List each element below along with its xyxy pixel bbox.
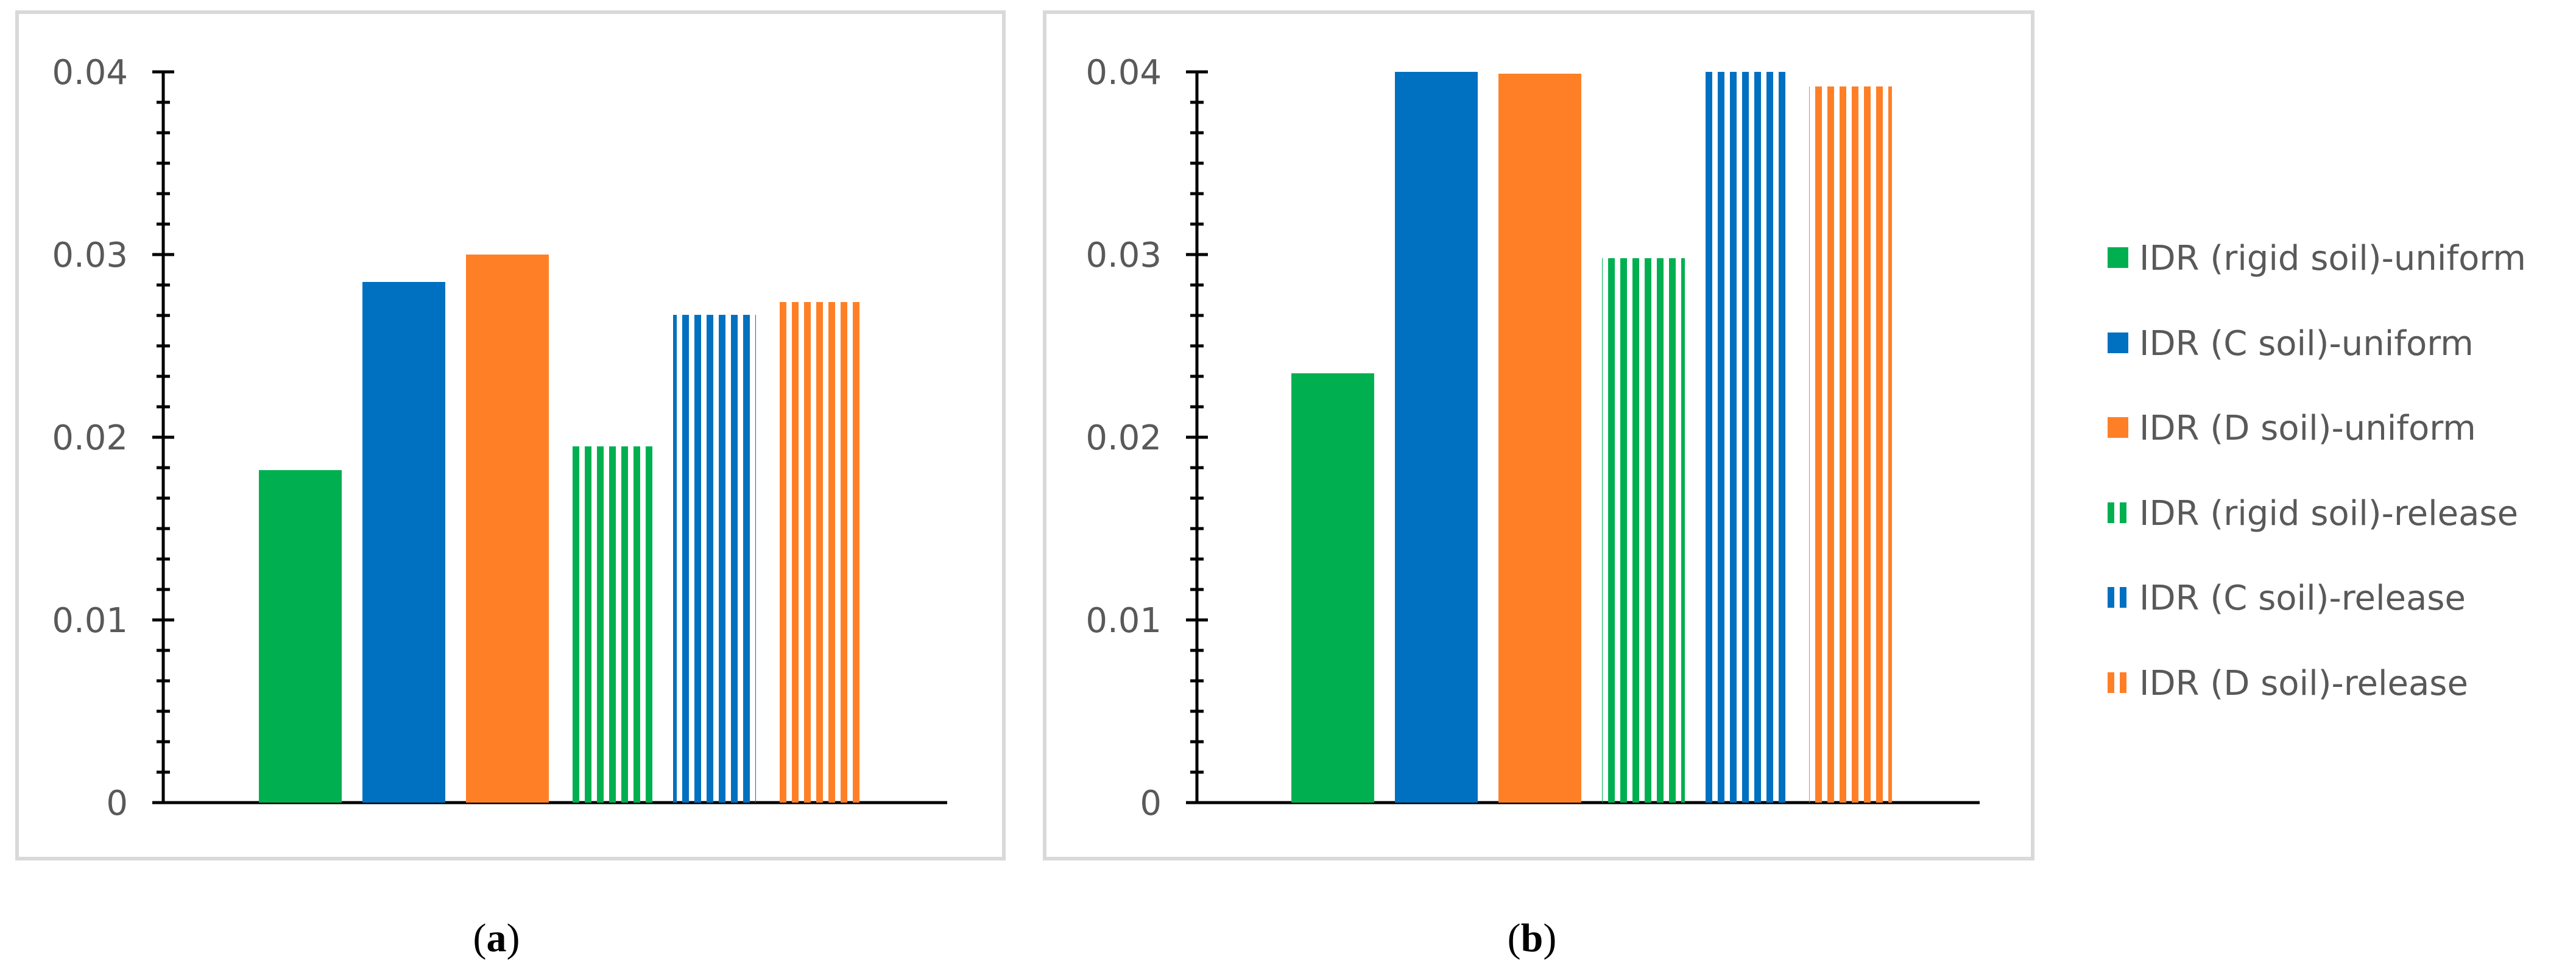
chart-a-caption: (a) [473,916,520,960]
chart-b-bar-c-uniform [1395,72,1478,803]
legend-label-c-release: IDR (C soil)-release [2139,579,2466,618]
chart-b-bar-d-uniform [1498,74,1581,803]
chart-a-bar-rigid-uniform [259,470,342,803]
legend-label-rigid-uniform: IDR (rigid soil)-uniform [2139,239,2526,278]
chart-b-bar-rigid-uniform [1291,373,1374,803]
legend-label-rigid-release: IDR (rigid soil)-release [2139,494,2518,533]
chart-a-y-tick-label: 0.01 [52,601,128,641]
legend-label-d-uniform: IDR (D soil)-uniform [2139,409,2476,448]
legend-item: IDR (D soil)-uniform [2108,409,2476,448]
chart-panel-a: 0 0.01 0.02 0.03 0.04 (a) [15,10,1006,960]
chart-b-y-tick-label: 0 [1140,784,1162,823]
chart-a-y-tick-label: 0 [106,784,128,823]
legend-item: IDR (C soil)-uniform [2108,324,2474,364]
chart-a-bar-rigid-release [570,446,652,803]
chart-b-y-tick-label: 0.03 [1085,236,1162,275]
legend-label-d-release: IDR (D soil)-release [2139,664,2468,703]
legend-swatch-rigid-uniform [2108,247,2128,268]
legend-item: IDR (D soil)-release [2108,664,2468,703]
legend-item: IDR (rigid soil)-release [2108,494,2518,533]
legend-swatch-rigid-release [2108,502,2128,523]
chart-b-bar-c-release [1706,72,1788,803]
legend-item: IDR (C soil)-release [2108,579,2466,618]
legend-swatch-c-release [2108,587,2128,608]
chart-b-bar-d-release [1809,86,1892,803]
legend-swatch-d-uniform [2108,417,2128,438]
legend-swatch-d-release [2108,672,2128,693]
chart-a-bar-c-uniform [362,282,445,803]
chart-b-y-tick-label: 0.04 [1085,53,1162,93]
legend-label-c-uniform: IDR (C soil)-uniform [2139,324,2474,364]
chart-a-bars [259,255,859,803]
chart-a-y-tick-label: 0.02 [52,418,128,458]
chart-b-y-tick-label: 0.02 [1085,418,1162,458]
chart-b-bar-rigid-release [1602,258,1685,803]
chart-b-caption: (b) [1508,916,1557,960]
legend: IDR (rigid soil)-uniform IDR (C soil)-un… [2108,239,2526,703]
chart-a-bar-c-release [673,315,756,803]
legend-swatch-c-uniform [2108,332,2128,353]
chart-a-bar-d-uniform [466,255,549,803]
chart-b-bars [1291,72,1892,803]
chart-a-y-tick-label: 0.04 [52,53,128,93]
chart-b-y-tick-label: 0.01 [1085,601,1162,641]
chart-b-y-axis: 0 0.01 0.02 0.03 0.04 [1085,53,1980,823]
chart-panel-b: 0 0.01 0.02 0.03 0.04 (b) [1043,10,2034,960]
chart-a-bar-d-release [777,302,859,803]
legend-item: IDR (rigid soil)-uniform [2108,239,2526,278]
chart-a-y-tick-label: 0.03 [52,236,128,275]
